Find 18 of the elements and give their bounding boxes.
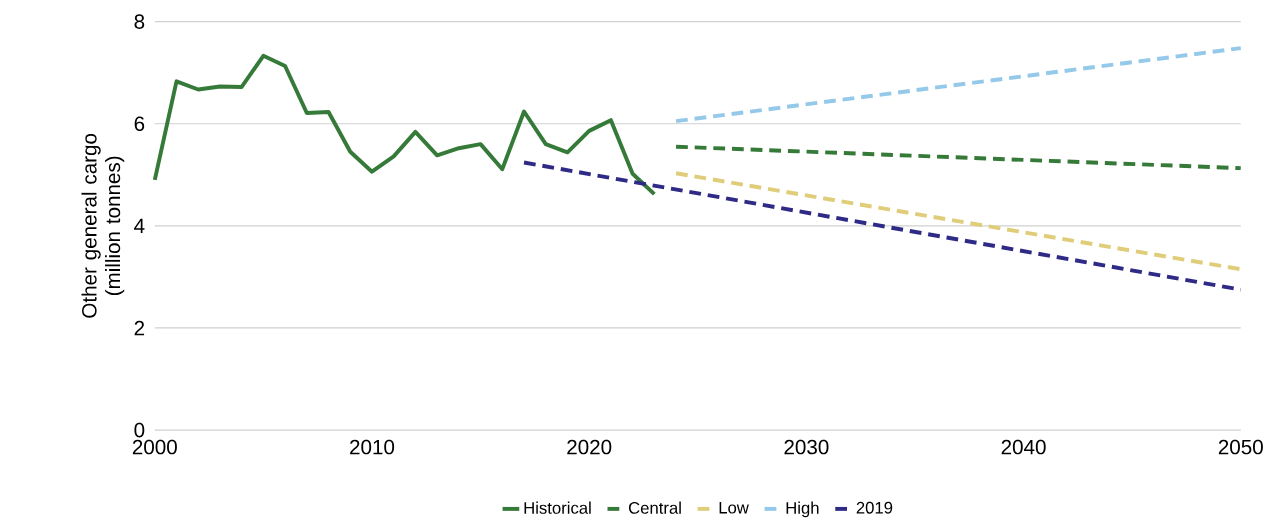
y-axis-title: Other general cargo (million tonnes)	[81, 133, 125, 318]
x-tick-label: 2030	[784, 439, 829, 455]
x-tick-label: 2010	[350, 439, 395, 455]
legend-label: 2019	[856, 501, 893, 514]
x-tick-label: 2050	[1218, 439, 1263, 455]
x-tick-label: 2000	[132, 439, 177, 455]
legend-label: Historical	[524, 501, 591, 514]
x-tick-label: 2020	[567, 439, 612, 455]
y-tick-label: 8	[134, 14, 145, 29]
y-tick-label: 0	[134, 422, 145, 438]
line-series	[152, 53, 657, 196]
x-tick-label: 2040	[1001, 439, 1046, 455]
legend-label: High	[786, 501, 819, 517]
legend-label: Low	[719, 501, 749, 514]
legend-label: Central	[628, 501, 681, 514]
y-tick-label: 2	[134, 320, 145, 336]
y-tick-label: 4	[134, 218, 145, 233]
y-tick-label: 6	[134, 116, 145, 131]
